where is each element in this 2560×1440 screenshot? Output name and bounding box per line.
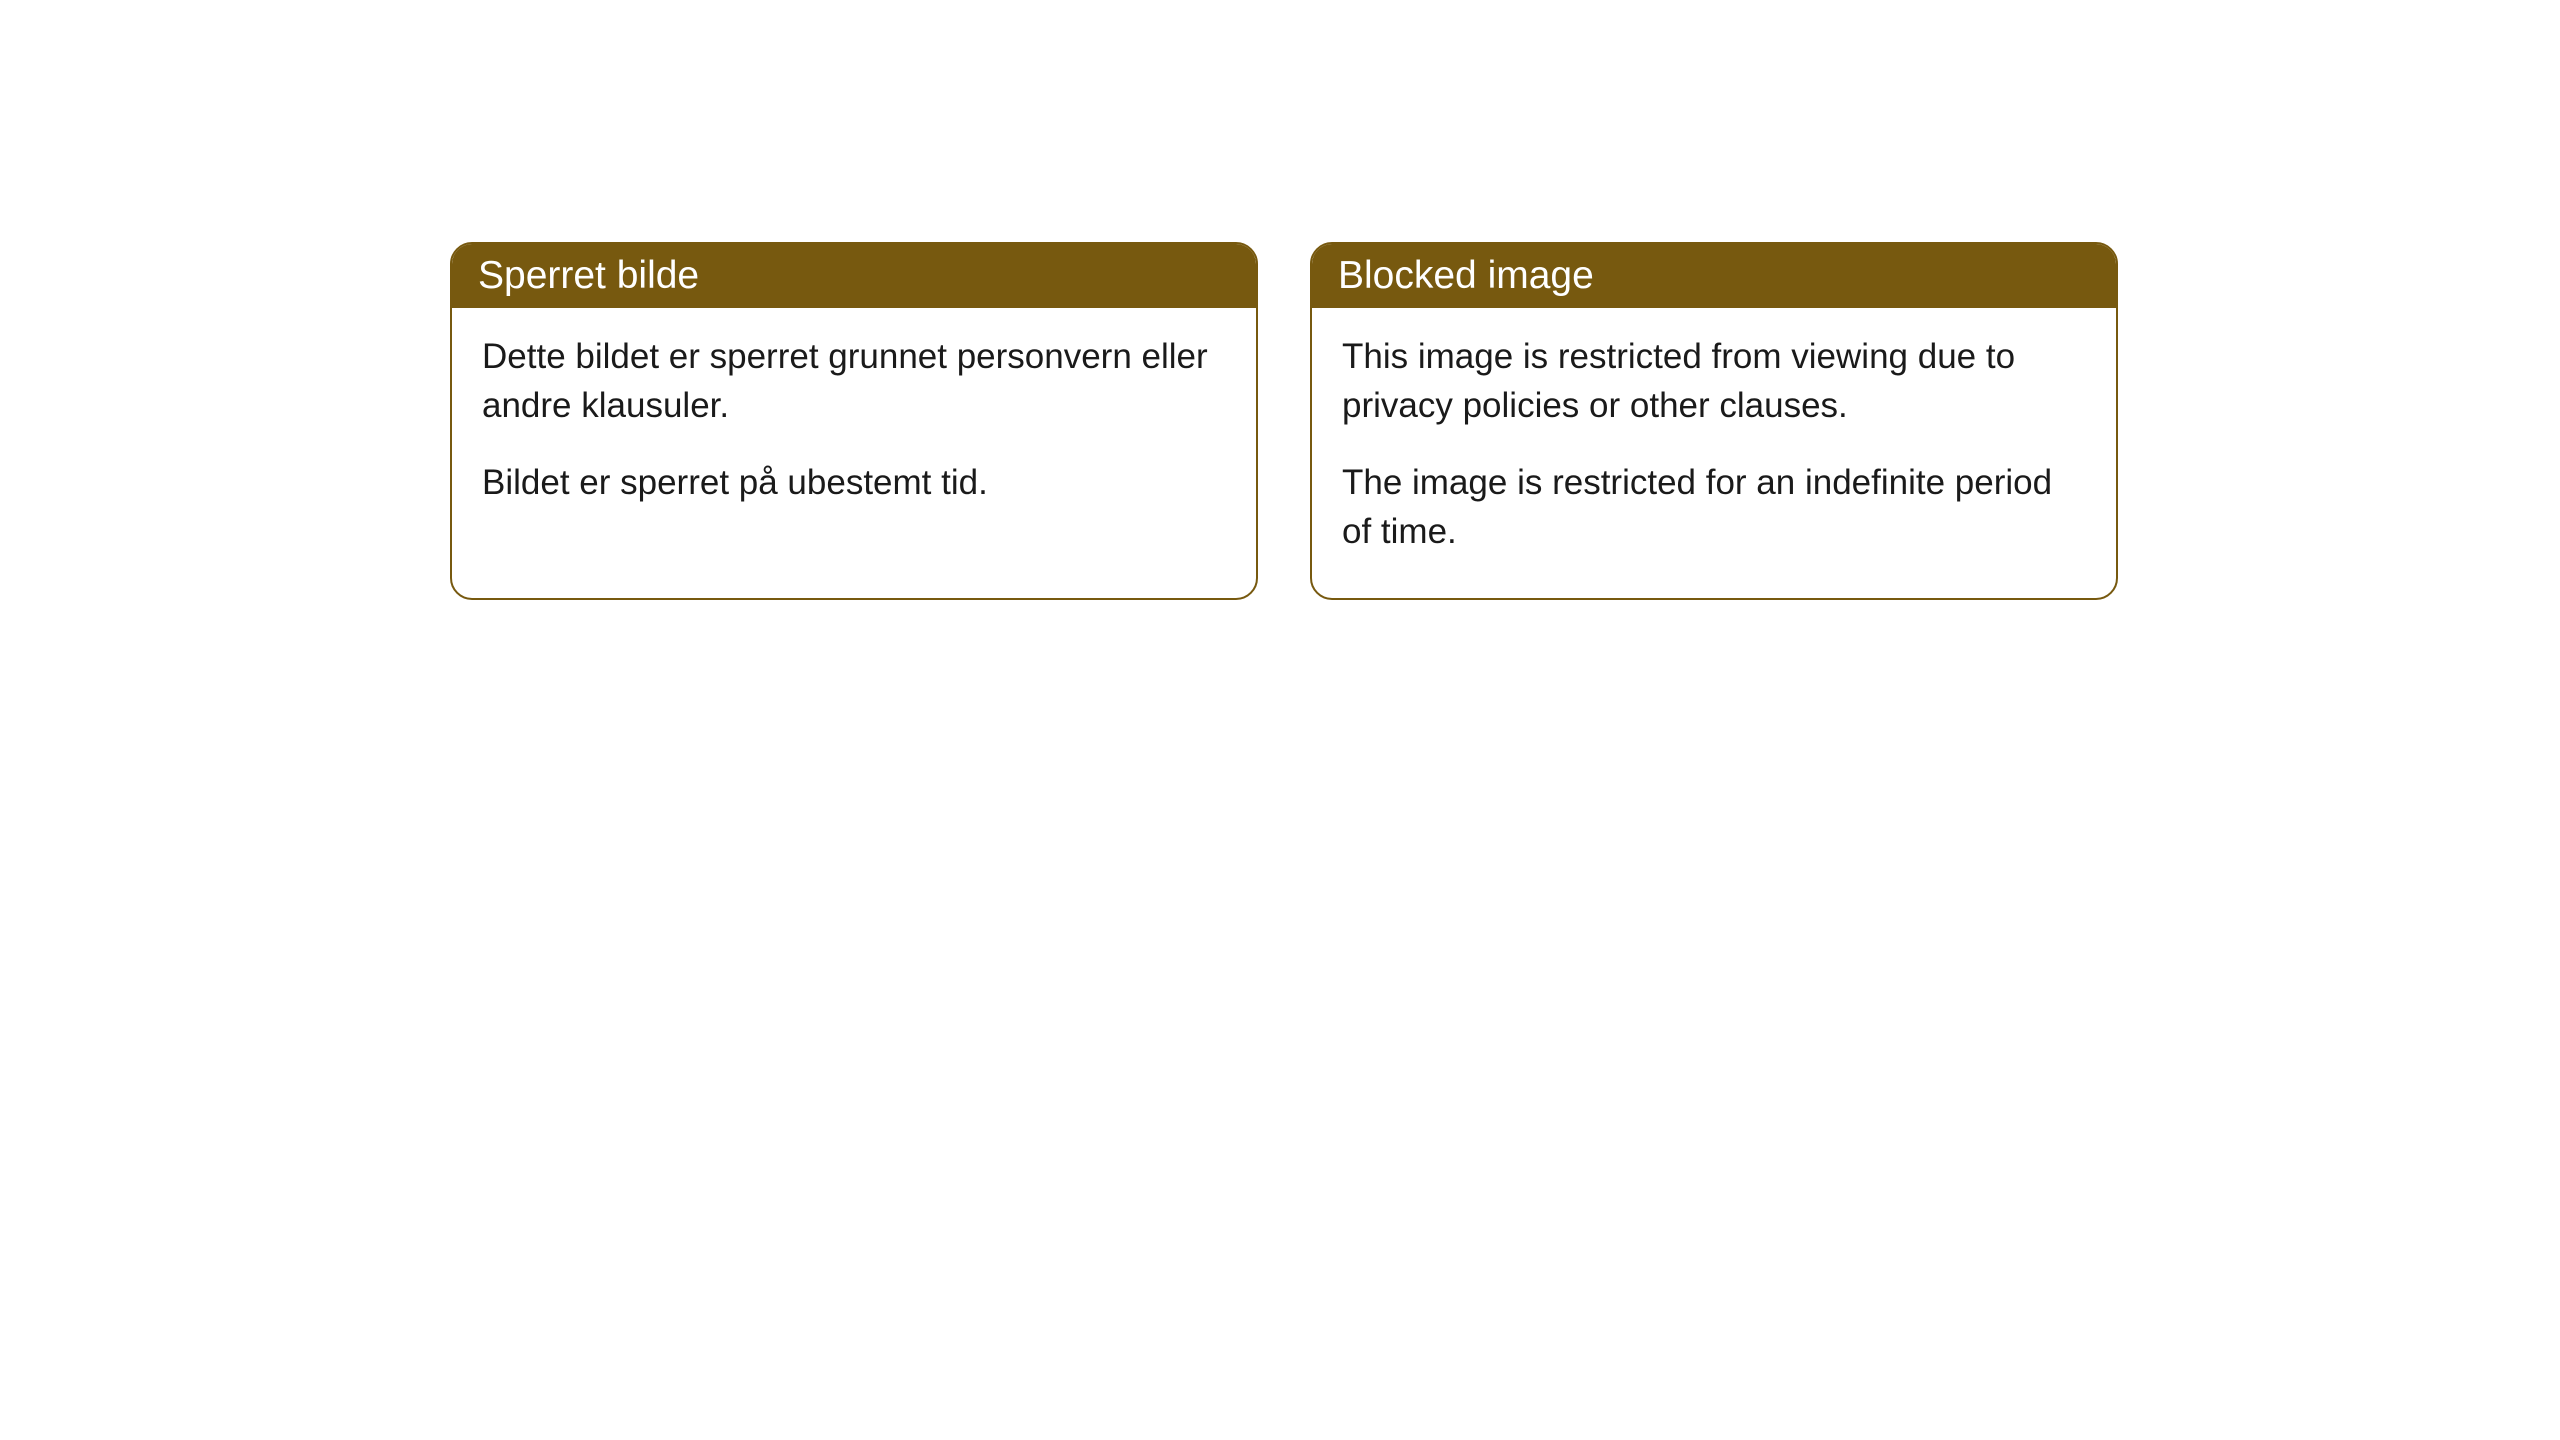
card-title: Blocked image xyxy=(1338,254,1594,297)
card-header-english: Blocked image xyxy=(1312,244,2116,308)
card-body-norwegian: Dette bildet er sperret grunnet personve… xyxy=(452,308,1256,549)
card-title: Sperret bilde xyxy=(478,254,699,297)
card-paragraph: Bildet er sperret på ubestemt tid. xyxy=(482,458,1226,507)
card-paragraph: This image is restricted from viewing du… xyxy=(1342,332,2086,430)
notice-card-norwegian: Sperret bilde Dette bildet er sperret gr… xyxy=(450,242,1258,600)
card-body-english: This image is restricted from viewing du… xyxy=(1312,308,2116,598)
card-paragraph: Dette bildet er sperret grunnet personve… xyxy=(482,332,1226,430)
card-header-norwegian: Sperret bilde xyxy=(452,244,1256,308)
card-paragraph: The image is restricted for an indefinit… xyxy=(1342,458,2086,556)
notice-cards-container: Sperret bilde Dette bildet er sperret gr… xyxy=(450,242,2118,600)
notice-card-english: Blocked image This image is restricted f… xyxy=(1310,242,2118,600)
